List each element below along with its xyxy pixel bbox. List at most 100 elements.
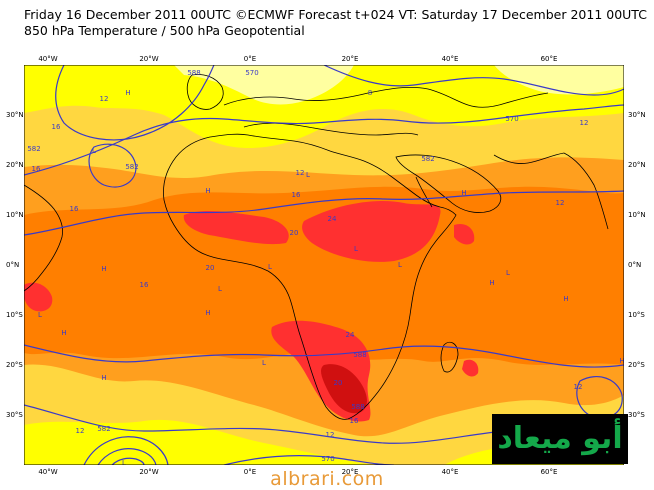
lat-tick-left: 30°S bbox=[6, 411, 23, 419]
geopotential-label: 588 bbox=[353, 351, 366, 359]
temperature-band-hot-kalahari bbox=[321, 364, 367, 414]
lon-tick-top: 40°W bbox=[38, 55, 58, 63]
geopotential-label: 582 bbox=[27, 145, 40, 153]
temperature-label: 12 bbox=[574, 383, 583, 391]
lat-tick-right: 0°N bbox=[628, 261, 642, 269]
forecast-map: 12 16 16 20 24 12 16 16 20 12 8 12 16 24… bbox=[24, 65, 624, 465]
watermark-site: albrari.com bbox=[270, 468, 384, 490]
high-pressure-mark: H bbox=[489, 279, 494, 287]
temperature-label: 12 bbox=[296, 169, 305, 177]
geopotential-588-south bbox=[24, 344, 624, 368]
geopotential-label: 582 bbox=[421, 155, 434, 163]
coastline-europe bbox=[223, 86, 549, 108]
field-description: 850 hPa Temperature / 500 hPa Geopotenti… bbox=[24, 23, 305, 38]
coastlines bbox=[24, 74, 609, 420]
geopotential-label: 570 bbox=[505, 115, 518, 123]
coastline-persian-gulf bbox=[493, 152, 565, 164]
low-pressure-mark: L bbox=[218, 285, 222, 293]
geopotential-label: 582 bbox=[125, 163, 138, 171]
coastline-arabia bbox=[395, 154, 502, 213]
temperature-label: 12 bbox=[100, 95, 109, 103]
pressure-centre-marks: H H H H H H H H H H H L L L L L L L L L … bbox=[38, 89, 624, 465]
temperature-label: 16 bbox=[32, 165, 41, 173]
temperature-label: 12 bbox=[326, 431, 335, 439]
temperature-band-arctic-east bbox=[494, 65, 624, 95]
low-pressure-mark: L bbox=[262, 359, 266, 367]
geopotential-label: 570 bbox=[321, 455, 334, 463]
temperature-label: 24 bbox=[328, 215, 337, 223]
lat-tick-left: 0°N bbox=[6, 261, 20, 269]
temperature-band-hot-horn bbox=[454, 223, 475, 245]
high-pressure-mark: H bbox=[563, 295, 568, 303]
geopotential-label: 588 bbox=[351, 403, 364, 411]
temperature-label: 16 bbox=[52, 123, 61, 131]
lat-tick-right: 20°N bbox=[628, 161, 646, 169]
lat-tick-right: 30°S bbox=[628, 411, 645, 419]
low-pressure-mark: L bbox=[92, 147, 96, 155]
site-logo-icon: أبو ميعاد bbox=[492, 414, 628, 464]
high-pressure-mark: H bbox=[61, 329, 66, 337]
temperature-band-arctic bbox=[174, 65, 354, 105]
temperature-band-north-cold bbox=[24, 65, 624, 149]
geopotential-cutoff-ring-1 bbox=[83, 436, 169, 465]
high-pressure-mark: H bbox=[101, 265, 106, 273]
low-pressure-mark: L bbox=[398, 261, 402, 269]
low-pressure-mark: L bbox=[268, 263, 272, 271]
high-pressure-mark: H bbox=[205, 187, 210, 195]
lon-tick-bottom: 40°W bbox=[38, 468, 58, 476]
lat-tick-right: 10°S bbox=[628, 311, 645, 319]
lon-tick-bottom: 20°W bbox=[139, 468, 159, 476]
temperature-label: 12 bbox=[580, 119, 589, 127]
lon-tick-top: 20°W bbox=[139, 55, 159, 63]
temperature-label: 8 bbox=[368, 89, 372, 97]
temperature-label: 16 bbox=[140, 281, 149, 289]
coastline-madagascar bbox=[440, 341, 459, 373]
temperature-band-warm bbox=[24, 186, 624, 365]
low-pressure-mark: L bbox=[306, 171, 310, 179]
lat-tick-left: 20°S bbox=[6, 361, 23, 369]
temperature-band-hot-madagascar bbox=[462, 359, 479, 377]
coastline-iberia bbox=[186, 74, 224, 110]
geopotential-cutoff-ring-3 bbox=[111, 457, 145, 465]
contour-labels: 12 16 16 20 24 12 16 16 20 12 8 12 16 24… bbox=[27, 69, 588, 463]
temperature-label: 20 bbox=[334, 379, 343, 387]
temperature-label: 20 bbox=[206, 264, 215, 272]
high-pressure-mark: H bbox=[205, 309, 210, 317]
low-pressure-mark: L bbox=[506, 269, 510, 277]
high-pressure-mark: H bbox=[101, 374, 106, 382]
temperature-label: 12 bbox=[76, 427, 85, 435]
lat-tick-left: 10°N bbox=[6, 211, 24, 219]
low-pressure-mark: L bbox=[122, 459, 126, 465]
temperature-band-hot-sudan bbox=[302, 201, 441, 262]
temperature-label: 16 bbox=[70, 205, 79, 213]
lon-tick-bottom: 20°E bbox=[341, 468, 359, 476]
lon-tick-bottom: 0°E bbox=[243, 468, 257, 476]
coastline-south-america bbox=[24, 184, 63, 292]
temperature-label: 20 bbox=[290, 229, 299, 237]
temperature-label: 12 bbox=[556, 199, 565, 207]
coastline-africa bbox=[163, 133, 457, 420]
temperature-band-south-cold bbox=[24, 419, 374, 465]
lon-tick-top: 60°E bbox=[540, 55, 558, 63]
lat-tick-right: 30°N bbox=[628, 111, 646, 119]
coastline-india bbox=[563, 152, 609, 230]
lon-tick-top: 20°E bbox=[341, 55, 359, 63]
geopotential-low-east bbox=[576, 376, 623, 419]
lat-tick-right: 20°S bbox=[628, 361, 645, 369]
geopotential-570-south bbox=[223, 455, 395, 465]
lat-tick-left: 30°N bbox=[6, 111, 24, 119]
coastline-red-sea bbox=[415, 176, 433, 208]
temperature-label: 24 bbox=[346, 331, 355, 339]
geopotential-label: 570 bbox=[245, 69, 258, 77]
temperature-band-hot-atlantic bbox=[24, 282, 53, 312]
geopotential-label: 582 bbox=[97, 425, 110, 433]
high-pressure-mark: H bbox=[619, 357, 624, 365]
temperature-bands bbox=[24, 65, 624, 465]
geopotential-588-north bbox=[24, 190, 624, 236]
high-pressure-mark: H bbox=[125, 89, 130, 97]
lon-tick-bottom: 60°E bbox=[540, 468, 558, 476]
geopotential-582-north bbox=[24, 104, 624, 176]
lat-tick-left: 10°S bbox=[6, 311, 23, 319]
lat-tick-right: 10°N bbox=[628, 211, 646, 219]
geopotential-low-west bbox=[88, 143, 137, 188]
